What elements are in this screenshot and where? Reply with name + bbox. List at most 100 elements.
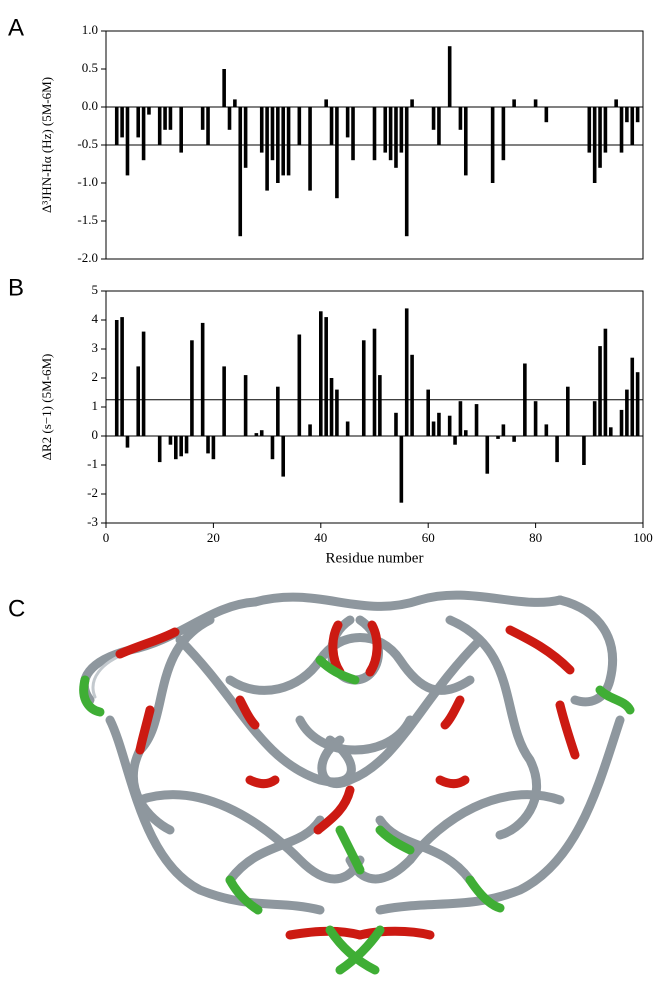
bar: [453, 436, 457, 445]
bar: [120, 107, 124, 138]
bar: [184, 436, 189, 454]
bar: [496, 436, 500, 439]
bar: [265, 107, 269, 191]
bar: [157, 436, 162, 463]
x-tick-label: 0: [103, 530, 110, 545]
bar: [168, 107, 173, 130]
bar: [592, 107, 597, 183]
bar: [308, 424, 312, 436]
bar: [227, 107, 232, 130]
y-tick-label: 1.0: [82, 22, 98, 37]
bar: [394, 412, 398, 436]
y-tick-label: 1: [92, 398, 99, 413]
bar: [286, 107, 291, 176]
bar: [222, 366, 226, 436]
bar: [324, 317, 328, 436]
y-tick-label: 5: [92, 282, 99, 297]
x-tick-label: 40: [314, 530, 327, 545]
bar: [147, 107, 151, 115]
y-tick-label: 0.0: [82, 98, 98, 113]
bar: [625, 389, 629, 436]
bar: [238, 107, 243, 237]
bar: [136, 107, 141, 138]
bar: [174, 436, 178, 460]
bar: [335, 107, 339, 199]
bar: [378, 375, 382, 436]
bar: [598, 346, 602, 436]
bar: [592, 401, 597, 436]
bar: [345, 107, 350, 138]
bar: [270, 107, 275, 161]
panel-label: A: [8, 14, 24, 41]
bar: [394, 107, 398, 168]
bar: [614, 99, 618, 107]
y-tick-label: -2.0: [77, 250, 98, 265]
bar: [254, 433, 259, 436]
bar: [222, 69, 226, 107]
bar: [125, 436, 130, 448]
bar: [243, 375, 248, 436]
y-tick-label: -3: [87, 514, 98, 529]
bar: [329, 378, 334, 436]
bar: [276, 107, 280, 183]
y-tick-label: 0.5: [82, 60, 98, 75]
y-tick-label: 4: [92, 311, 99, 326]
y-tick-label: 0: [92, 427, 99, 442]
bar: [211, 436, 216, 460]
bar: [335, 389, 339, 436]
bar: [533, 401, 538, 436]
bar: [533, 99, 538, 107]
bar: [447, 415, 452, 436]
bar: [200, 107, 205, 130]
bar: [297, 334, 302, 436]
bar: [324, 99, 328, 107]
bar: [458, 401, 463, 436]
bar: [233, 99, 237, 107]
bar: [501, 424, 506, 436]
bar: [501, 107, 506, 161]
x-tick-label: 80: [529, 530, 542, 545]
bar: [587, 107, 592, 153]
bar: [190, 340, 194, 436]
bar: [168, 436, 173, 445]
bar: [308, 107, 312, 191]
bar: [485, 436, 490, 474]
bar: [114, 320, 119, 436]
bar: [206, 436, 210, 454]
bar: [163, 107, 167, 130]
bar: [270, 436, 275, 460]
bar: [544, 424, 549, 436]
y-tick-label: -2: [87, 485, 98, 500]
x-tick-label: 60: [422, 530, 435, 545]
bar: [437, 107, 441, 145]
bar: [120, 317, 124, 436]
bar: [329, 107, 334, 145]
bar: [635, 372, 640, 436]
bar: [603, 328, 608, 436]
bar: [372, 107, 377, 161]
panel-label: C: [8, 595, 25, 622]
bar: [523, 363, 527, 436]
bar: [125, 107, 130, 176]
bar: [544, 107, 549, 123]
bar: [136, 366, 141, 436]
bar: [608, 427, 613, 436]
bar: [431, 421, 436, 436]
panel-label: B: [8, 274, 24, 301]
y-tick-label: -0.5: [77, 136, 98, 151]
bar: [276, 386, 280, 436]
bar: [463, 430, 468, 436]
bar: [625, 107, 629, 123]
bar: [157, 107, 162, 145]
bar: [410, 99, 414, 107]
bar: [512, 99, 516, 107]
bar: [319, 311, 323, 436]
bar: [566, 386, 570, 436]
bar: [447, 46, 452, 107]
bar: [388, 107, 393, 161]
bar: [630, 357, 635, 436]
bar: [463, 107, 468, 176]
bar: [179, 436, 183, 457]
bar: [179, 107, 183, 153]
